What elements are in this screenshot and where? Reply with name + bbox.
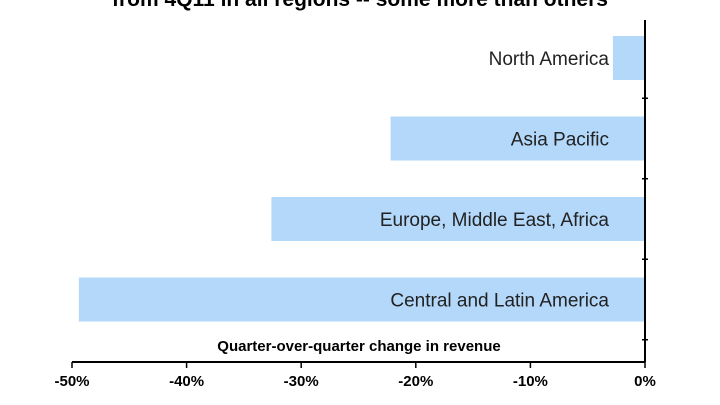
x-tick-label: 0% <box>634 373 656 390</box>
category-label: North America <box>489 49 610 70</box>
x-tick-label: -50% <box>54 373 89 390</box>
chart-title: from 4Q11 in all regions -- some more th… <box>0 0 720 12</box>
category-label: Asia Pacific <box>511 130 609 151</box>
x-axis-title: Quarter-over-quarter change in revenue <box>217 338 500 355</box>
category-label: Europe, Middle East, Africa <box>380 210 610 231</box>
x-tick-label: -10% <box>513 373 548 390</box>
x-tick-label: -40% <box>169 373 204 390</box>
bar <box>612 36 645 80</box>
bar <box>390 116 645 161</box>
bar <box>78 277 646 322</box>
bar <box>271 197 645 241</box>
category-label: Central and Latin America <box>390 291 609 312</box>
x-tick-label: -20% <box>398 373 433 390</box>
x-tick-label: -30% <box>284 373 319 390</box>
